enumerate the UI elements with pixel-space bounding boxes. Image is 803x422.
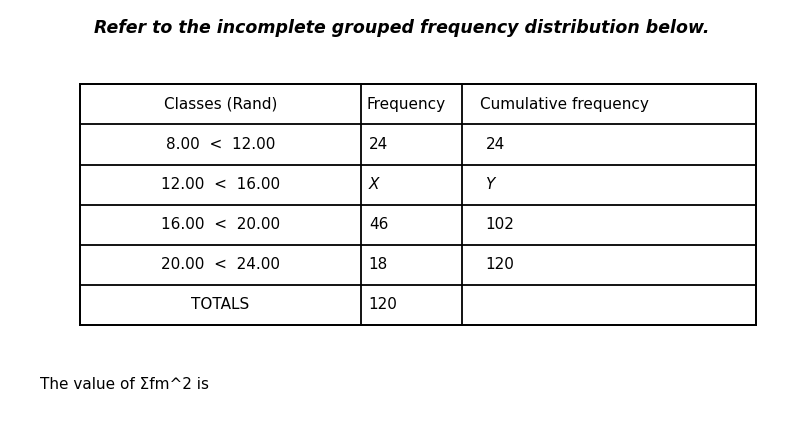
Text: Cumulative frequency: Cumulative frequency [479, 97, 648, 112]
Text: X: X [369, 177, 379, 192]
Text: Refer to the incomplete grouped frequency distribution below.: Refer to the incomplete grouped frequenc… [94, 19, 709, 37]
Text: Classes (Rand): Classes (Rand) [164, 97, 277, 112]
Text: 8.00  <  12.00: 8.00 < 12.00 [165, 137, 275, 152]
Text: 18: 18 [369, 257, 388, 272]
Text: 120: 120 [369, 298, 397, 312]
Text: 120: 120 [485, 257, 514, 272]
Text: 24: 24 [369, 137, 388, 152]
Text: Frequency: Frequency [366, 97, 446, 112]
Text: The value of Σfm^2 is: The value of Σfm^2 is [40, 376, 209, 392]
Text: 20.00  <  24.00: 20.00 < 24.00 [161, 257, 279, 272]
Text: 16.00  <  20.00: 16.00 < 20.00 [161, 217, 279, 232]
Text: 102: 102 [485, 217, 514, 232]
Text: 12.00  <  16.00: 12.00 < 16.00 [161, 177, 279, 192]
Text: 46: 46 [369, 217, 388, 232]
Text: TOTALS: TOTALS [191, 298, 250, 312]
Text: 24: 24 [485, 137, 504, 152]
Text: Y: Y [485, 177, 494, 192]
